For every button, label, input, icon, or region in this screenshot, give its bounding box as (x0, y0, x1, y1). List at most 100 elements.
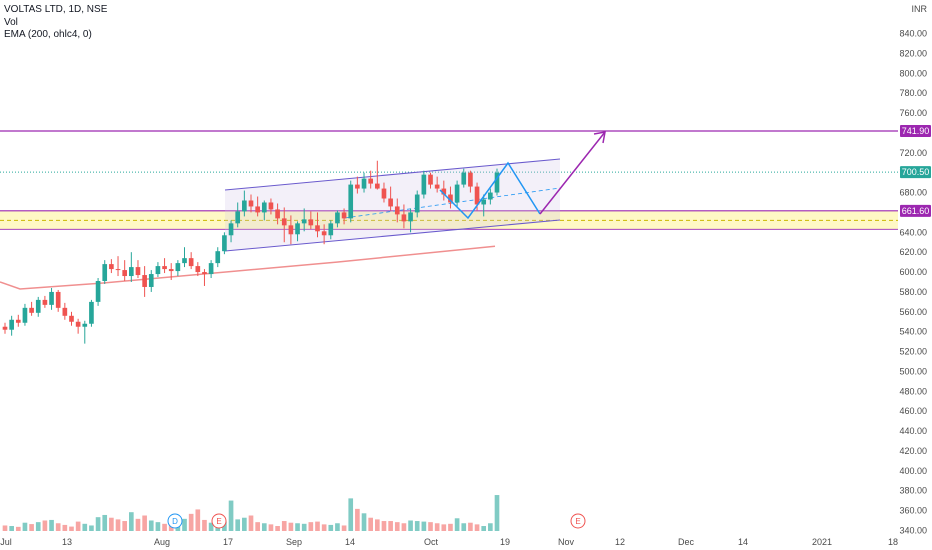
volume-bar (335, 523, 340, 531)
candle-body (15, 319, 21, 323)
candle-body (335, 212, 340, 224)
volume-bar (268, 524, 274, 531)
price-tick-label: 380.00 (899, 486, 927, 496)
candle-body (9, 319, 14, 330)
candle-body (288, 225, 294, 235)
candle-body (348, 184, 354, 219)
volume-bar (428, 522, 433, 531)
price-tag-2: 661.60 (900, 204, 931, 217)
candle-body (55, 291, 61, 308)
volume-bar (355, 508, 360, 531)
price-tag-bg (900, 125, 931, 138)
chart-legend: VOLTAS LTD, 1D, NSE Vol EMA (200, ohlc4,… (4, 4, 107, 42)
time-tick-label: Oct (424, 537, 439, 547)
volume-bar (235, 519, 241, 531)
price-tag-label: 741.90 (902, 126, 930, 136)
price-tick-label: 760.00 (899, 108, 927, 118)
volume-bar (242, 517, 247, 531)
target-arrow-line (539, 131, 606, 215)
price-tick-label: 800.00 (899, 68, 927, 78)
price-tick-label: 540.00 (899, 327, 927, 337)
candle-body (421, 174, 427, 195)
candle-body (175, 263, 181, 272)
candle-body (222, 235, 227, 252)
volume-bar (414, 521, 420, 531)
price-tag-0: 741.90 (900, 125, 931, 138)
candle-body (168, 269, 174, 272)
legend-title[interactable]: VOLTAS LTD, 1D, NSE (4, 4, 108, 15)
volume-bar (281, 521, 287, 531)
volume-bar (29, 524, 34, 531)
volume-bar (162, 523, 167, 531)
candle-body (368, 178, 374, 184)
volume-bar (202, 519, 207, 531)
candle-body (408, 212, 413, 222)
volume-bar (49, 519, 54, 531)
candle-body (281, 218, 287, 226)
price-tick-label: 520.00 (899, 347, 927, 357)
candle-body (268, 202, 274, 210)
volume-bar (55, 523, 61, 531)
candle-body (434, 184, 440, 189)
volume-bar (22, 522, 28, 531)
legend-ema[interactable]: EMA (200, ohlc4, 0) (4, 29, 92, 40)
volume-bar (288, 522, 294, 531)
candle-body (394, 206, 400, 215)
candle-body (275, 209, 280, 219)
marker-label: D (172, 517, 178, 526)
volume-bar (75, 521, 81, 531)
volume-bar (321, 524, 327, 531)
candle-body (128, 267, 134, 277)
volume-bar (441, 524, 447, 531)
volume-bar (381, 521, 387, 531)
candle-body (315, 225, 320, 232)
candle-body (22, 307, 28, 323)
volume-bar (222, 521, 227, 531)
volume-bar (135, 518, 141, 531)
time-tick-label: 14 (345, 537, 355, 547)
volume-bar (401, 523, 407, 531)
candle-body (361, 178, 367, 189)
candle-body (69, 315, 74, 322)
price-tag-bg (900, 204, 931, 217)
candle-body (29, 307, 34, 313)
candle-body (341, 212, 347, 219)
volume-bar (454, 518, 460, 531)
price-tick-label: 580.00 (899, 287, 927, 297)
volume-bar (115, 519, 121, 531)
volume-bar (361, 513, 367, 531)
candle-body (162, 266, 167, 270)
volume-bar (128, 512, 134, 531)
price-tick-label: 440.00 (899, 426, 927, 436)
earnings-marker-1: E (211, 513, 227, 529)
volume-bar (275, 526, 280, 531)
volume-bar (69, 526, 74, 531)
volume-bar (434, 523, 440, 531)
candle-body (2, 326, 8, 330)
price-tick-label: 420.00 (899, 446, 927, 456)
volume-bar (182, 518, 187, 531)
volume-bar (368, 517, 374, 531)
candle-body (481, 199, 487, 205)
legend-volume[interactable]: Vol (4, 16, 18, 28)
candle-body (95, 281, 101, 302)
candle-body (468, 172, 473, 187)
candle-body (381, 188, 387, 199)
time-tick-label: Nov (558, 537, 575, 547)
marker-circle (570, 513, 586, 529)
price-tick-label: 720.00 (899, 148, 927, 158)
candle-body (321, 231, 327, 236)
volume-bar (2, 525, 8, 531)
currency-label: INR (912, 4, 928, 14)
volume-bar (301, 523, 307, 531)
candle-body (441, 188, 447, 195)
price-tick-label: 620.00 (899, 247, 927, 257)
volume-bar (255, 522, 260, 531)
earnings-marker-0: D (167, 513, 183, 529)
volume-bar (488, 523, 493, 531)
volume-bar (328, 524, 334, 531)
price-tick-label: 480.00 (899, 386, 927, 396)
candle-body (355, 184, 360, 189)
ema-line (0, 245, 496, 290)
